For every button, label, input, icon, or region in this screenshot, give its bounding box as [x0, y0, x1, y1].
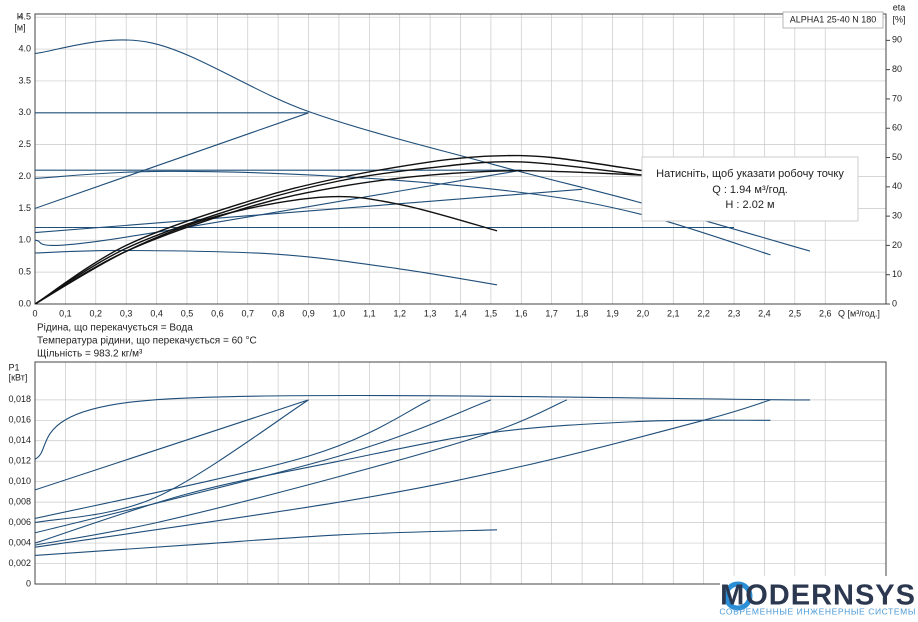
y2-tick-label: 40: [892, 181, 902, 191]
x-tick-label: 1,1: [363, 308, 376, 318]
x-tick-label: 0,7: [241, 308, 254, 318]
x-tick-label: 2,5: [789, 308, 802, 318]
info-density: Щільність = 983.2 кг/м³: [37, 349, 143, 360]
y2-tick-label: 80: [892, 64, 902, 74]
x-tick-label: 0,6: [211, 308, 224, 318]
curve: [35, 529, 498, 556]
tooltip[interactable]: Натисніть, щоб указати робочу точку Q : …: [641, 156, 859, 222]
x-tick-label: 2,4: [758, 308, 771, 318]
curve: [35, 419, 771, 544]
y-tick-label: 0,018: [8, 394, 31, 404]
x-tick-label: 1,6: [515, 308, 528, 318]
y-tick-label: 0,014: [8, 435, 31, 445]
tooltip-q: Q : 1.94 м³/год.: [712, 184, 788, 196]
y-tick-label: 1.0: [18, 235, 31, 245]
y2-tick-label: 10: [892, 269, 902, 279]
curve: [35, 399, 568, 546]
x-tick-label: 0,5: [181, 308, 194, 318]
curve: [35, 249, 498, 286]
y2-axis-unit: [%]: [892, 14, 905, 24]
y-tick-label: 0,006: [8, 517, 31, 527]
y2-tick-label: 20: [892, 240, 902, 250]
x-tick-label: 2,0: [637, 308, 650, 318]
curve: [35, 394, 811, 460]
y-axis-unit: [кВт]: [9, 372, 28, 382]
logo-icon: [723, 581, 753, 611]
y2-tick-label: 0: [892, 298, 897, 308]
x-tick-label: 0,8: [272, 308, 285, 318]
x-tick-label: 0,4: [150, 308, 163, 318]
x-tick-label: 2,1: [667, 308, 680, 318]
plot-frame: [34, 13, 887, 305]
x-tick-label: 1,8: [576, 308, 589, 318]
efficiency-curve: [35, 154, 644, 304]
info-temperature: Температура рідини, що перекачується = 6…: [37, 336, 257, 347]
x-tick-label: 0,9: [302, 308, 315, 318]
y-tick-label: 1.5: [18, 203, 31, 213]
x-tick-label: 2,3: [728, 308, 741, 318]
y-tick-label: 3.5: [18, 75, 31, 85]
logo-tagline: СОВРЕМЕННЫЕ ИНЖЕНЕРНЫЕ СИСТЕМЫ: [719, 606, 916, 616]
x-tick-label: 1,2: [393, 308, 406, 318]
y-tick-label: 0,012: [8, 456, 31, 466]
curve: [35, 112, 309, 209]
y-tick-label: 0,004: [8, 537, 31, 547]
curve: [35, 399, 309, 491]
y2-tick-label: 90: [892, 35, 902, 45]
curve: [35, 399, 431, 520]
logo-text: MODERNSYS: [720, 580, 916, 612]
y-tick-label: 0.0: [18, 298, 31, 308]
y-tick-label: 0.5: [18, 267, 31, 277]
y2-axis-label: eta: [893, 2, 906, 12]
y-tick-label: 0,008: [8, 497, 31, 507]
y-tick-label: 4.5: [18, 12, 31, 22]
plots: 0 0,1 0,2 0,3 0,4 0,5 0,6 0,7 0,8 0,9 1,0 1,1 1,2 1,3…: [8, 12, 902, 589]
y-tick-label: 2.5: [18, 139, 31, 149]
efficiency-curve: [35, 195, 498, 304]
y2-tick-label: 60: [892, 123, 902, 133]
x-tick-label: 1,3: [424, 308, 437, 318]
y2-tick-label: 50: [892, 152, 902, 162]
x-tick-label: 1,7: [545, 308, 558, 318]
y2-tick-label: 30: [892, 210, 902, 220]
y-tick-label: 0,016: [8, 415, 31, 425]
tooltip-box[interactable]: [641, 156, 859, 222]
curve: [35, 399, 309, 524]
y-tick-label: 0,002: [8, 558, 31, 568]
x-tick-label: 0,3: [120, 308, 133, 318]
y-axis-label: H: [17, 11, 24, 21]
y-tick-label: 3.0: [18, 107, 31, 117]
x-tick-label: 0,1: [59, 308, 72, 318]
title-box: [782, 11, 884, 29]
x-tick-label: 0: [32, 308, 37, 318]
x-tick-label: 1,4: [454, 308, 467, 318]
plot-frame: [34, 361, 887, 585]
tooltip-h: H : 2.02 м: [725, 199, 774, 211]
y-tick-label: 4.0: [18, 43, 31, 53]
efficiency-curve: [35, 160, 643, 304]
x-tick-label: 1,5: [485, 308, 498, 318]
info-fluid: Рідина, що перекачується = Вода: [37, 323, 193, 334]
curve: [35, 188, 583, 234]
logo-background: [720, 576, 918, 617]
logo: MODERNSYS СОВРЕМЕННЫЕ ИНЖЕНЕРНЫЕ СИСТЕМЫ: [719, 576, 918, 617]
x-tick-label: 1,9: [606, 308, 619, 318]
x-tick-label: 2,6: [819, 308, 832, 318]
x-tick-label: 1,0: [333, 308, 346, 318]
y-axis-label: P1: [8, 362, 19, 372]
curve: [35, 399, 492, 534]
y-tick-label: 2.0: [18, 171, 31, 181]
y-tick-label: 0,010: [8, 476, 31, 486]
x-tick-label: 2,2: [697, 308, 710, 318]
x-axis-label: Q [м³/год.]: [838, 308, 880, 318]
y2-tick-label: 70: [892, 93, 902, 103]
y-tick-label: 0: [26, 578, 31, 588]
x-tick-label: 0,2: [90, 308, 103, 318]
y-axis-unit: [м]: [14, 22, 25, 32]
tooltip-hint: Натисніть, щоб указати робочу точку: [656, 168, 844, 180]
chart-title: ALPHA1 25-40 N 180: [790, 14, 877, 24]
